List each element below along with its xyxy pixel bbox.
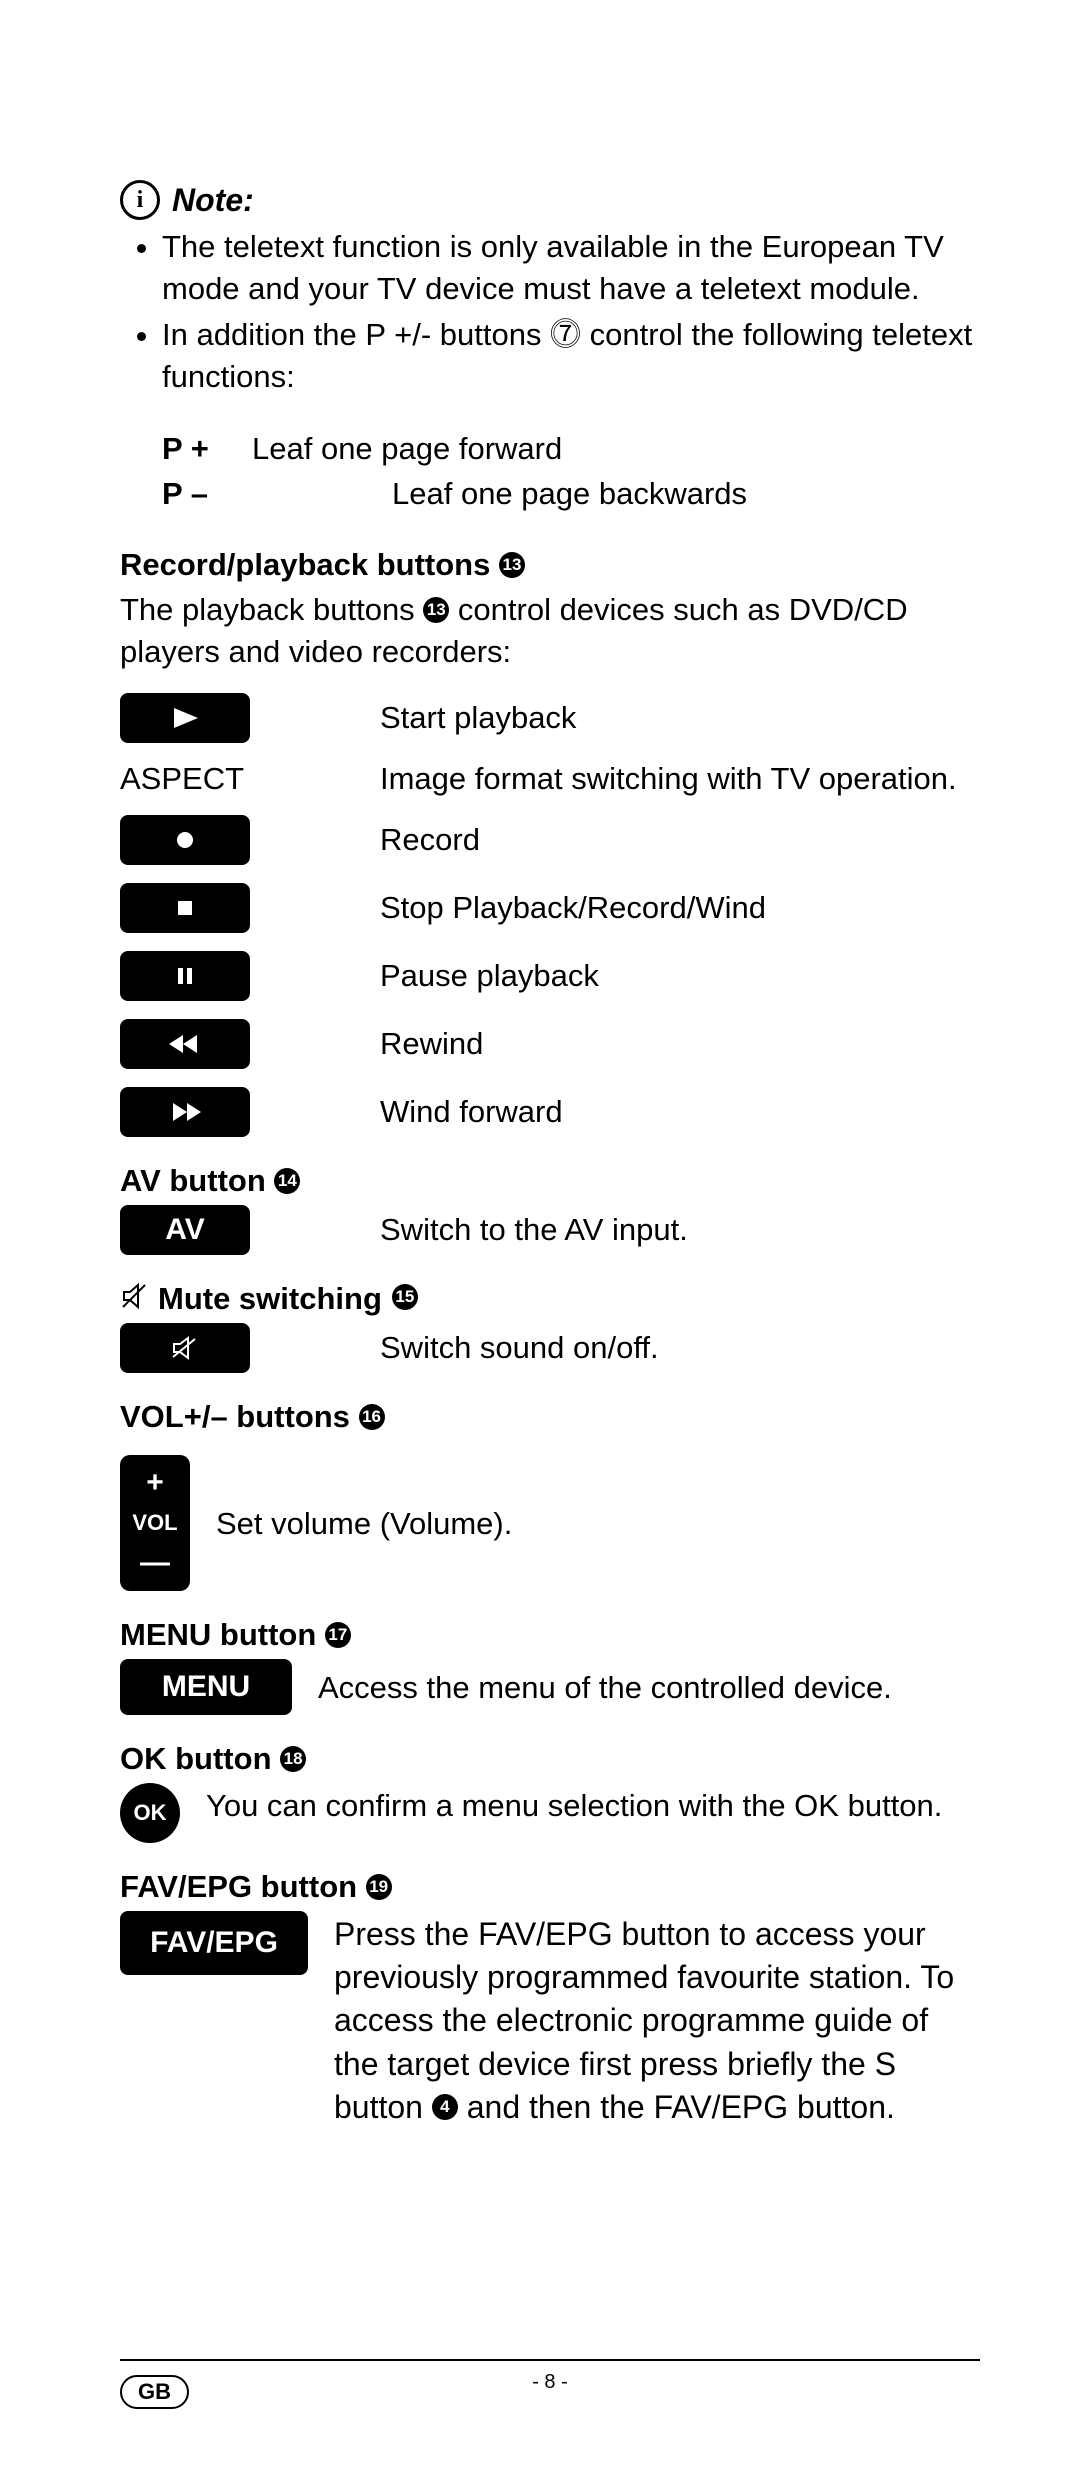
ok-section-title: OK button 18	[120, 1741, 980, 1777]
row-ok: OK You can confirm a menu selection with…	[120, 1783, 980, 1843]
fav-epg-button-icon: FAV/EPG	[120, 1911, 308, 1975]
stop-icon	[120, 883, 250, 933]
ref-14-icon: 14	[274, 1168, 300, 1194]
vol-label: VOL	[132, 1508, 177, 1538]
pause-icon	[120, 951, 250, 1001]
ref-13-icon: 13	[499, 552, 525, 578]
vol-minus-icon: —	[140, 1548, 170, 1578]
row-pause: Pause playback	[120, 951, 980, 1001]
ref-16-icon: 16	[359, 1404, 385, 1430]
vol-desc: Set volume (Volume).	[216, 1501, 980, 1545]
ref-4-icon: 4	[432, 2094, 458, 2120]
aspect-desc: Image format switching with TV operation…	[380, 761, 980, 797]
fav-section-title: FAV/EPG button 19	[120, 1869, 980, 1905]
ok-desc: You can confirm a menu selection with th…	[206, 1783, 980, 1827]
row-rewind: Rewind	[120, 1019, 980, 1069]
ref-13b-icon: 13	[423, 597, 449, 623]
note-bullet-1: The teletext function is only available …	[162, 226, 980, 310]
stop-desc: Stop Playback/Record/Wind	[380, 890, 980, 926]
pause-desc: Pause playback	[380, 958, 980, 994]
page-number: - 8 -	[532, 2371, 568, 2394]
ref-19-icon: 19	[366, 1874, 392, 1900]
record-section-title: Record/playback buttons 13	[120, 547, 980, 583]
av-desc: Switch to the AV input.	[380, 1212, 980, 1248]
play-icon	[120, 693, 250, 743]
p-plus-key: P +	[162, 427, 252, 472]
row-fastforward: Wind forward	[120, 1087, 980, 1137]
playback-table: Start playback ASPECT Image format switc…	[120, 693, 980, 1137]
menu-desc: Access the menu of the controlled device…	[318, 1665, 980, 1709]
av-section-title: AV button 14	[120, 1163, 980, 1199]
row-mute: Switch sound on/off.	[120, 1323, 980, 1373]
p-minus-desc: Leaf one page backwards	[392, 472, 747, 517]
av-button-icon: AV	[120, 1205, 250, 1255]
mute-icon	[120, 1323, 250, 1373]
vol-plus-icon: +	[146, 1468, 164, 1498]
document-page: i Note: The teletext function is only av…	[0, 0, 1080, 2484]
row-stop: Stop Playback/Record/Wind	[120, 883, 980, 933]
record-icon	[120, 815, 250, 865]
row-aspect: ASPECT Image format switching with TV op…	[120, 761, 980, 797]
p-plus-desc: Leaf one page forward	[252, 427, 562, 472]
row-menu: MENU Access the menu of the controlled d…	[120, 1659, 980, 1715]
mute-section-title: Mute switching 15	[120, 1281, 980, 1317]
row-record: Record	[120, 815, 980, 865]
note-list: The teletext function is only available …	[120, 226, 980, 397]
record-intro: The playback buttons 13 control devices …	[120, 589, 980, 673]
p-button-definitions: P + Leaf one page forward P – Leaf one p…	[162, 427, 980, 517]
row-play: Start playback	[120, 693, 980, 743]
row-vol: + VOL — Set volume (Volume).	[120, 1455, 980, 1591]
ref-15-icon: 15	[392, 1284, 418, 1310]
fav-desc: Press the FAV/EPG button to access your …	[334, 1911, 980, 2129]
forward-desc: Wind forward	[380, 1094, 980, 1130]
vol-section-title: VOL+/– buttons 16	[120, 1399, 980, 1435]
ref-17-icon: 17	[325, 1622, 351, 1648]
note-title: Note:	[172, 182, 254, 219]
page-footer: GB - 8 -	[120, 2359, 980, 2394]
p-minus-key: P –	[162, 472, 392, 517]
menu-button-icon: MENU	[120, 1659, 292, 1715]
forward-icon	[120, 1087, 250, 1137]
menu-section-title: MENU button 17	[120, 1617, 980, 1653]
mute-desc: Switch sound on/off.	[380, 1330, 980, 1366]
row-fav: FAV/EPG Press the FAV/EPG button to acce…	[120, 1911, 980, 2129]
ref-18-icon: 18	[280, 1746, 306, 1772]
mute-heading-icon	[120, 1282, 148, 1316]
note-bullet-2: In addition the P +/- buttons ⓻ control …	[162, 314, 980, 398]
ok-button-icon: OK	[120, 1783, 180, 1843]
row-av: AV Switch to the AV input.	[120, 1205, 980, 1255]
info-icon: i	[120, 180, 160, 220]
aspect-label: ASPECT	[120, 761, 244, 797]
region-badge: GB	[120, 2375, 189, 2409]
vol-button-icon: + VOL —	[120, 1455, 190, 1591]
record-desc: Record	[380, 822, 980, 858]
rewind-icon	[120, 1019, 250, 1069]
play-desc: Start playback	[380, 700, 980, 736]
rewind-desc: Rewind	[380, 1026, 980, 1062]
note-heading: i Note:	[120, 180, 980, 220]
